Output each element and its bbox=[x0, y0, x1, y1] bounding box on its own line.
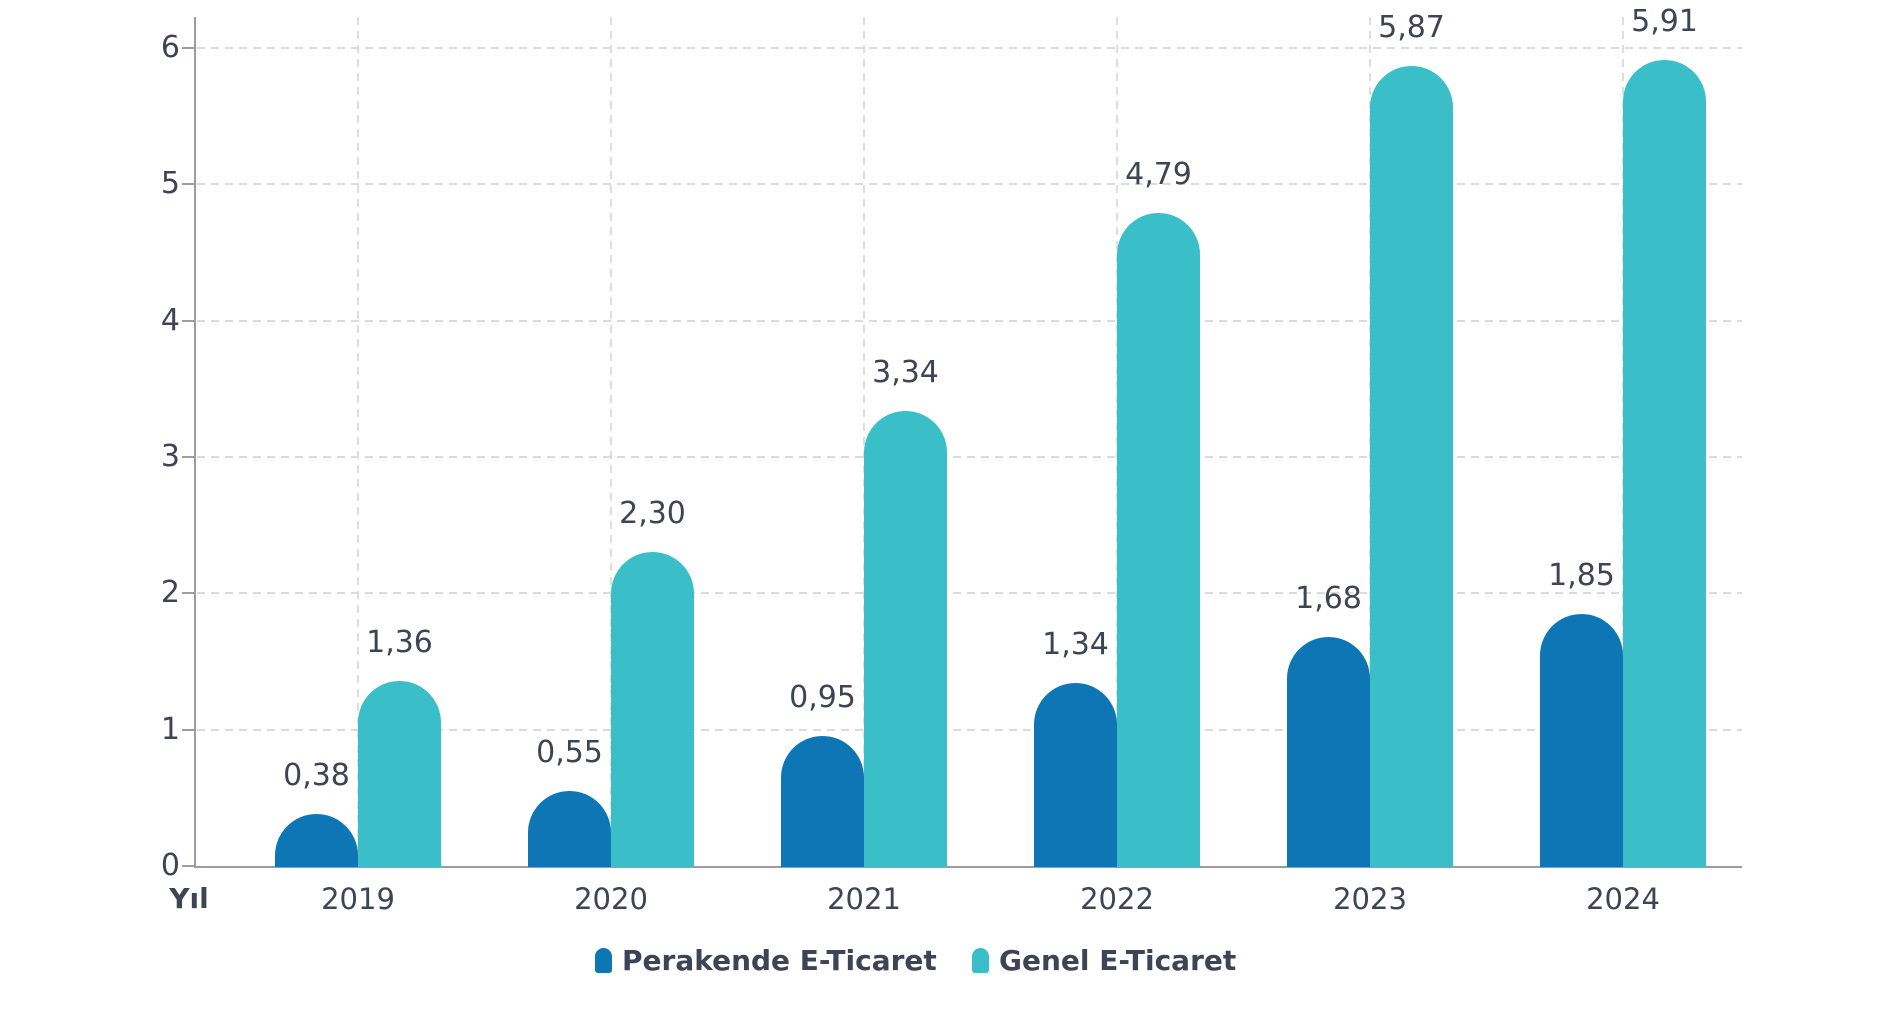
bar-genel-2024 bbox=[1623, 60, 1706, 867]
horizontal-gridline-1 bbox=[197, 728, 1742, 731]
bar-perakende-2020 bbox=[528, 791, 611, 867]
horizontal-gridline-4 bbox=[197, 319, 1742, 322]
vertical-gridline-2021 bbox=[863, 17, 865, 866]
bar-value-label: 4,79 bbox=[1125, 156, 1192, 192]
bar-perakende-2021 bbox=[781, 736, 864, 867]
y-tick-label-5: 5 bbox=[160, 166, 180, 202]
y-axis-tick-4 bbox=[182, 319, 194, 322]
bar-perakende-2023 bbox=[1287, 636, 1370, 867]
vertical-gridline-2019 bbox=[357, 17, 359, 866]
y-tick-label-4: 4 bbox=[160, 302, 180, 338]
y-tick-label-0: 0 bbox=[160, 848, 180, 883]
y-axis-tick-6 bbox=[182, 47, 194, 50]
bar-value-label: 0,38 bbox=[283, 758, 350, 794]
x-category-label-2019: 2019 bbox=[321, 882, 395, 916]
bar-value-label: 1,34 bbox=[1042, 627, 1109, 663]
y-tick-label-2: 2 bbox=[160, 575, 180, 611]
bar-value-label: 1,36 bbox=[366, 624, 433, 660]
x-category-label-2022: 2022 bbox=[1080, 882, 1154, 916]
genel-legend-marker-icon bbox=[972, 948, 989, 973]
y-tick-label-1: 1 bbox=[160, 711, 180, 747]
bar-perakende-2019 bbox=[275, 814, 358, 867]
horizontal-gridline-6 bbox=[197, 47, 1742, 50]
x-axis-line bbox=[194, 866, 1742, 868]
legend-label-perakende: Perakende E-Ticaret bbox=[622, 944, 937, 977]
bar-perakende-2024 bbox=[1540, 613, 1623, 867]
x-category-label-2020: 2020 bbox=[574, 882, 648, 916]
bar-genel-2022 bbox=[1117, 212, 1200, 867]
x-category-label-2024: 2024 bbox=[1586, 882, 1660, 916]
legend-label-genel: Genel E-Ticaret bbox=[999, 944, 1237, 977]
vertical-gridline-2020 bbox=[610, 17, 612, 866]
y-axis-tick-1 bbox=[182, 728, 194, 731]
bar-genel-2019 bbox=[358, 680, 441, 867]
bar-value-label: 1,68 bbox=[1295, 580, 1362, 616]
y-axis-tick-3 bbox=[182, 456, 194, 458]
y-axis-tick-5 bbox=[182, 183, 194, 186]
perakende-legend-marker-icon bbox=[595, 948, 612, 973]
y-tick-label-6: 6 bbox=[160, 30, 180, 66]
bar-value-label: 0,55 bbox=[536, 735, 603, 771]
x-category-label-2023: 2023 bbox=[1333, 882, 1407, 916]
bar-perakende-2022 bbox=[1034, 683, 1117, 867]
x-category-label-2021: 2021 bbox=[827, 882, 901, 916]
bar-value-label: 0,95 bbox=[789, 680, 856, 716]
y-axis-line bbox=[194, 17, 196, 868]
horizontal-gridline-3 bbox=[197, 456, 1742, 458]
bar-value-label: 1,85 bbox=[1548, 557, 1615, 593]
bar-value-label: 5,87 bbox=[1378, 9, 1445, 45]
legend-item-perakende[interactable]: Perakende E-Ticaret bbox=[595, 944, 937, 977]
horizontal-gridline-5 bbox=[197, 183, 1742, 186]
y-tick-label-3: 3 bbox=[160, 439, 180, 474]
y-axis-tick-0 bbox=[182, 865, 194, 867]
bar-value-label: 2,30 bbox=[619, 496, 686, 532]
bar-genel-2023 bbox=[1370, 65, 1453, 867]
bar-genel-2021 bbox=[864, 410, 947, 867]
bar-value-label: 3,34 bbox=[872, 354, 939, 390]
y-axis-tick-2 bbox=[182, 592, 194, 595]
bar-genel-2020 bbox=[611, 552, 694, 867]
x-axis-title: Yıl bbox=[169, 882, 209, 915]
bar-value-label: 5,91 bbox=[1631, 4, 1698, 40]
horizontal-gridline-2 bbox=[197, 592, 1742, 595]
legend-item-genel[interactable]: Genel E-Ticaret bbox=[972, 944, 1236, 977]
